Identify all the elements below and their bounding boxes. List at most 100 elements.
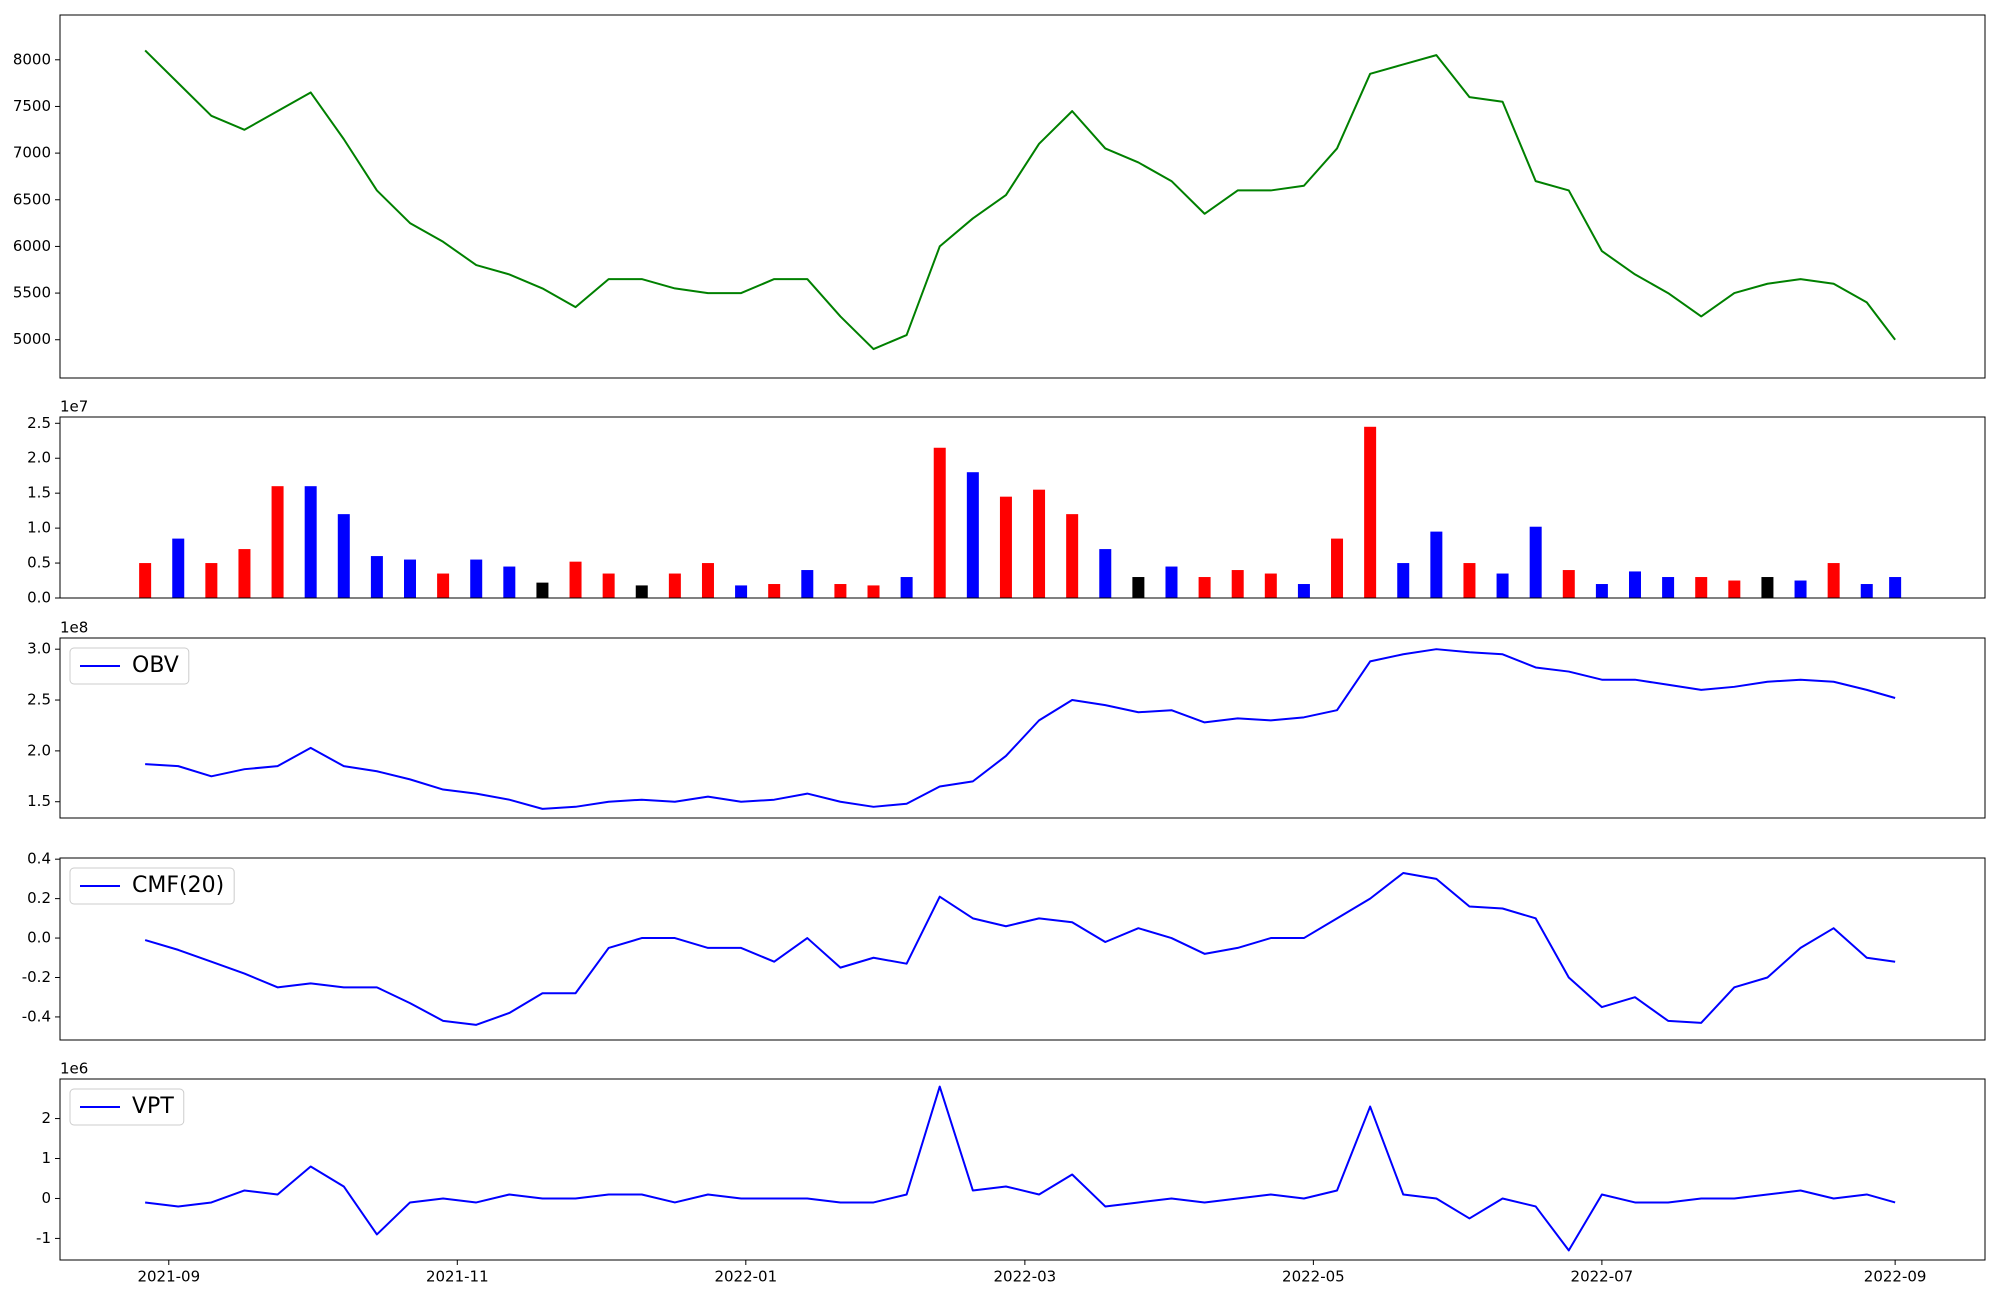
y-tick-label: 3.0 (27, 640, 51, 658)
panel-frame (59, 857, 1986, 1041)
volume-bar (1629, 571, 1641, 598)
legend-label: VPT (132, 1094, 174, 1119)
y-tick-label: 7500 (13, 97, 51, 115)
y-tick-label: 2.5 (27, 414, 51, 432)
volume-bar (1132, 577, 1145, 598)
legend-label: OBV (132, 653, 179, 678)
volume-bar (900, 577, 913, 598)
volume-bar (1562, 570, 1575, 598)
panel-frame (59, 1078, 1986, 1261)
volume-bar (801, 570, 814, 598)
volume-bar (271, 486, 284, 598)
volume-bar (437, 573, 450, 598)
volume-bar (701, 563, 714, 598)
y-tick-label: 7000 (13, 144, 51, 162)
y-tick-label: -0.2 (22, 968, 51, 986)
line-series (144, 871, 1896, 1026)
y-tick-label: 2.5 (27, 691, 51, 709)
legend-box (69, 1088, 185, 1126)
x-tick-label: 2022-05 (1282, 1268, 1345, 1286)
volume-bar (470, 559, 483, 598)
volume-bar (668, 573, 681, 598)
volume-bar (1529, 526, 1542, 598)
y-tick-label: 0.0 (27, 929, 51, 947)
volume-bar (1264, 573, 1277, 598)
y-tick-label: 1.0 (27, 519, 51, 537)
x-tick-label: 2021-11 (426, 1268, 489, 1286)
volume-bar (602, 573, 615, 598)
x-tick-label: 2022-03 (994, 1268, 1057, 1286)
y-tick-label: 2 (41, 1109, 51, 1127)
volume-bar (1595, 584, 1608, 598)
volume-bar (834, 584, 847, 598)
volume-bar (1728, 580, 1741, 598)
y-tick-label: 2.0 (27, 741, 51, 759)
volume-bar (1794, 580, 1807, 598)
volume-bar (1297, 584, 1310, 598)
volume-bar (536, 582, 549, 598)
y-tick-label: 0.0 (27, 589, 51, 607)
legend-label: CMF(20) (132, 873, 224, 898)
legend-box (69, 867, 235, 905)
volume-bar (370, 556, 383, 598)
volume-bar (1860, 584, 1873, 598)
legend-box (69, 647, 190, 685)
volume-bar (337, 514, 350, 598)
line-series (145, 648, 1896, 810)
x-tick-label: 2022-01 (714, 1268, 777, 1286)
y-tick-label: 0 (41, 1189, 51, 1207)
offset-label: 1e8 (60, 619, 88, 637)
y-tick-label: 0.2 (27, 889, 51, 907)
volume-bar (867, 585, 880, 598)
volume-bar (1198, 577, 1211, 598)
volume-bar (503, 566, 516, 598)
volume-bar (238, 549, 251, 598)
y-tick-label: 0.4 (27, 850, 51, 868)
volume-bar (735, 585, 748, 598)
x-tick-label: 2022-09 (1864, 1268, 1927, 1286)
offset-label: 1e7 (60, 398, 88, 416)
volume-bar (404, 559, 416, 598)
y-tick-label: 1.5 (27, 792, 51, 810)
volume-bar (205, 563, 218, 598)
volume-bar (1331, 538, 1344, 598)
volume-bar (1066, 514, 1079, 598)
volume-bar (1463, 563, 1476, 598)
volume-bar (172, 538, 185, 598)
y-tick-label: 6000 (13, 237, 51, 255)
volume-bar (1662, 577, 1675, 598)
line-series (144, 49, 1896, 351)
y-tick-label: -0.4 (22, 1007, 51, 1025)
volume-bar (1397, 563, 1410, 598)
volume-bar (1033, 489, 1046, 598)
panel-frame (59, 14, 1986, 379)
volume-bar (569, 561, 582, 598)
y-tick-label: 0.5 (27, 554, 51, 572)
volume-bar (1496, 573, 1509, 598)
y-tick-label: 1 (41, 1149, 51, 1167)
panel-frame (59, 416, 1986, 599)
y-tick-label: 1.5 (27, 484, 51, 502)
volume-bar (1099, 549, 1112, 598)
volume-bar (1827, 563, 1840, 598)
volume-bar (966, 472, 979, 598)
y-tick-label: 6500 (13, 190, 51, 208)
volume-bar (768, 584, 781, 598)
y-tick-label: 2.0 (27, 449, 51, 467)
panel-frame (59, 637, 1986, 819)
volume-bar (304, 486, 317, 598)
volume-bar (1231, 570, 1244, 598)
volume-bar (933, 447, 946, 598)
x-tick-label: 2022-07 (1571, 1268, 1634, 1286)
x-tick-label: 2021-09 (137, 1268, 200, 1286)
volume-bar (1165, 566, 1178, 598)
offset-label: 1e6 (60, 1060, 88, 1078)
volume-bar (1364, 426, 1377, 598)
volume-bar (635, 585, 648, 598)
volume-bar (999, 496, 1012, 598)
volume-bar (1761, 577, 1774, 598)
y-tick-label: 5500 (13, 284, 51, 302)
y-tick-label: -1 (36, 1229, 51, 1247)
y-tick-label: 8000 (13, 50, 51, 68)
